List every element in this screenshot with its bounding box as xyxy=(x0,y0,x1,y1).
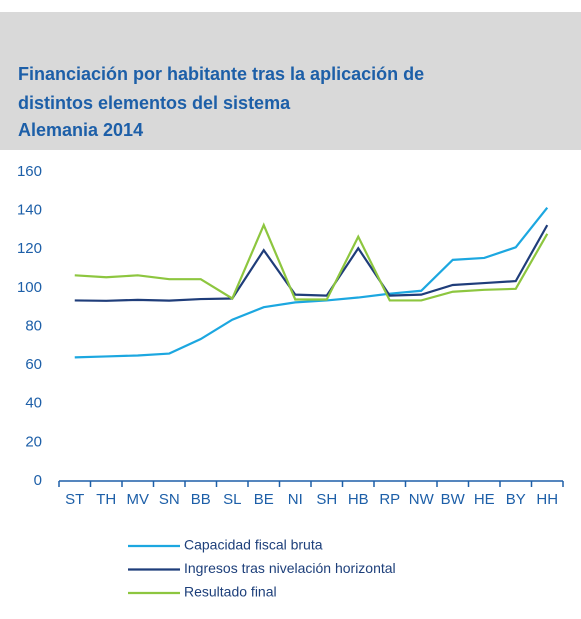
y-tick-label: 80 xyxy=(25,317,42,334)
legend-label: Ingresos tras nivelación horizontal xyxy=(184,560,396,576)
chart-title: Alemania 2014 xyxy=(18,120,143,140)
chart-title: distintos elementos del sistema xyxy=(18,93,291,113)
x-tick-label: RP xyxy=(379,491,400,508)
x-tick-label: SH xyxy=(316,491,337,508)
x-tick-label: MV xyxy=(127,491,150,508)
x-tick-label: TH xyxy=(96,491,116,508)
header-background xyxy=(0,12,581,150)
x-tick-label: SL xyxy=(223,491,241,508)
y-tick-label: 160 xyxy=(17,163,42,180)
series-line xyxy=(74,222,549,302)
x-tick-label: BW xyxy=(441,491,466,508)
y-tick-label: 60 xyxy=(25,356,42,373)
chart-title: Financiación por habitante tras la aplic… xyxy=(18,64,424,84)
series-line xyxy=(74,224,549,302)
y-tick-label: 100 xyxy=(17,279,42,296)
x-tick-label: HE xyxy=(474,491,495,508)
x-tick-label: ST xyxy=(65,491,84,508)
x-tick-label: BE xyxy=(254,491,274,508)
y-tick-label: 120 xyxy=(17,240,42,257)
x-tick-label: BB xyxy=(191,491,211,508)
x-tick-label: NI xyxy=(288,491,303,508)
y-tick-label: 20 xyxy=(25,433,42,450)
x-tick-label: HH xyxy=(536,491,558,508)
legend-label: Capacidad fiscal bruta xyxy=(184,537,323,553)
y-tick-label: 0 xyxy=(34,472,42,489)
legend-label: Resultado final xyxy=(184,584,277,600)
x-tick-label: NW xyxy=(409,491,435,508)
y-tick-label: 140 xyxy=(17,202,42,219)
x-tick-label: SN xyxy=(159,491,180,508)
series-line xyxy=(74,207,549,359)
y-tick-label: 40 xyxy=(25,395,42,412)
x-tick-label: HB xyxy=(348,491,369,508)
x-tick-label: BY xyxy=(506,491,526,508)
